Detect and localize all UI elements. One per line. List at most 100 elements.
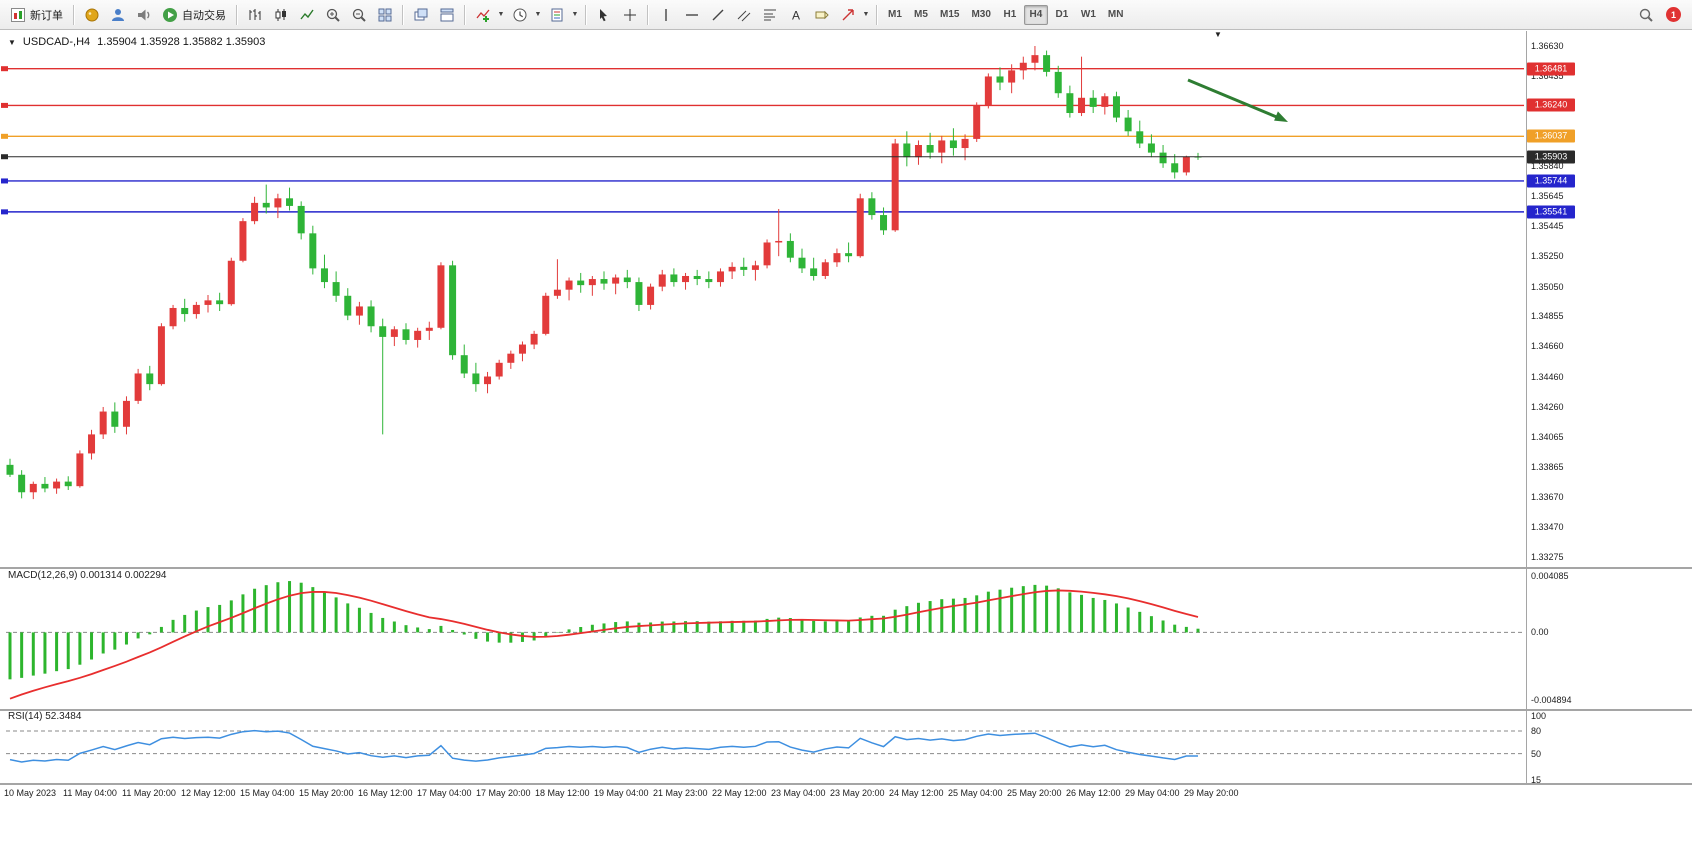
templates-button[interactable] xyxy=(544,3,569,27)
collapse-icon[interactable]: ▼ xyxy=(8,37,16,47)
candle-body xyxy=(320,268,328,283)
panel-separator-rsi[interactable] xyxy=(0,709,1692,711)
candle-body xyxy=(530,333,538,345)
line-chart-button[interactable] xyxy=(294,3,319,27)
toolbar-separator xyxy=(464,4,465,25)
candle-body xyxy=(495,362,503,377)
price-axis-label: 1.33470 xyxy=(1531,522,1564,533)
time-axis-label: 26 May 12:00 xyxy=(1066,788,1121,798)
candle-body xyxy=(880,215,888,231)
toolbar-separator xyxy=(402,4,403,25)
chart-title: ▼ USDCAD-,H4 1.35904 1.35928 1.35882 1.3… xyxy=(8,36,265,48)
price-axis-label: 1.34855 xyxy=(1531,311,1564,322)
zoom-in-button[interactable] xyxy=(320,3,345,27)
hline-left-marker xyxy=(1,154,8,160)
timeframe-button-m1[interactable]: M1 xyxy=(888,9,902,20)
timeframe-button-h4[interactable]: H4 xyxy=(1023,4,1048,25)
symbol-period-label: USDCAD-,H4 xyxy=(22,36,91,48)
crosshair-button[interactable] xyxy=(617,3,642,27)
candlestick-chart-button[interactable] xyxy=(268,3,293,27)
cursor-button[interactable] xyxy=(591,3,616,27)
candle-body xyxy=(1171,163,1179,173)
candlestick-chart-icon xyxy=(275,8,286,21)
timeframe-button-h1[interactable]: H1 xyxy=(1003,9,1017,20)
toolbar-right-group: 1 xyxy=(1633,3,1687,27)
panel-separator-timeaxis[interactable] xyxy=(0,783,1692,785)
zoom-in-icon xyxy=(326,8,340,22)
time-axis-label: 16 May 12:00 xyxy=(358,788,413,798)
timeframe-button-m5[interactable]: M5 xyxy=(914,9,928,20)
time-axis-label: 21 May 23:00 xyxy=(653,788,708,798)
arrows-dropdown-caret[interactable]: ▼ xyxy=(862,11,870,18)
vertical-line-button[interactable] xyxy=(653,3,678,27)
macd-axis-label: -0.004894 xyxy=(1531,695,1572,705)
candle-body xyxy=(670,274,678,283)
cascade-windows-button[interactable] xyxy=(434,3,459,27)
candle-body xyxy=(390,329,398,337)
candle-body xyxy=(262,202,270,208)
arrange-windows-icon xyxy=(414,8,427,20)
vertical-line-icon xyxy=(664,8,667,21)
notification-badge[interactable]: 1 xyxy=(1666,7,1681,22)
zoom-out-button[interactable] xyxy=(346,3,371,27)
time-axis[interactable]: 10 May 2023 11 May 04:00 11 May 20:00 12 Ma… xyxy=(0,788,1692,802)
timeframe-button-mn[interactable]: MN xyxy=(1107,9,1124,20)
candle-body xyxy=(716,271,724,283)
templates-dropdown-caret[interactable]: ▼ xyxy=(571,11,579,18)
periods-dropdown-caret[interactable]: ▼ xyxy=(534,11,542,18)
fibonacci-button[interactable] xyxy=(757,3,782,27)
time-axis-label: 15 May 04:00 xyxy=(240,788,295,798)
price-axis-label: 1.33865 xyxy=(1531,462,1564,473)
arrange-windows-button[interactable] xyxy=(408,3,433,27)
periods-button[interactable] xyxy=(507,3,532,27)
candle-body xyxy=(1136,131,1144,144)
price-badge: 1.35744 xyxy=(1527,174,1575,188)
horizontal-line-icon xyxy=(685,13,698,16)
candle-body xyxy=(251,202,259,222)
timeframe-button-d1[interactable]: D1 xyxy=(1055,9,1069,20)
candle-body xyxy=(355,306,363,316)
indicators-button[interactable] xyxy=(470,3,495,27)
chart-profile-button[interactable] xyxy=(79,3,104,27)
trendline-button[interactable] xyxy=(705,3,730,27)
candle-body xyxy=(204,300,212,305)
label-tool-button[interactable] xyxy=(809,3,834,27)
timeframe-button-w1[interactable]: W1 xyxy=(1080,9,1096,20)
timeframe-button-m15[interactable]: M15 xyxy=(940,9,960,20)
channel-button[interactable] xyxy=(731,3,756,27)
candle-body xyxy=(1089,97,1097,107)
cascade-windows-icon xyxy=(440,8,453,21)
search-button[interactable] xyxy=(1633,3,1658,27)
new-order-button[interactable]: 新订单 xyxy=(5,3,68,27)
candle-body xyxy=(926,145,934,153)
market-watch-button[interactable] xyxy=(105,3,130,27)
price-axis-label: 1.35840 xyxy=(1531,161,1564,172)
alerts-button[interactable] xyxy=(131,3,156,27)
candle-body xyxy=(239,221,247,261)
candle-body xyxy=(6,464,14,475)
zoom-out-icon xyxy=(352,8,366,22)
time-axis-label: 23 May 04:00 xyxy=(771,788,826,798)
panel-separator-macd[interactable] xyxy=(0,567,1692,569)
ohlc-values: 1.35904 1.35928 1.35882 1.35903 xyxy=(97,36,266,48)
price-axis-label: 1.33670 xyxy=(1531,491,1564,502)
candle-body xyxy=(449,265,457,356)
autotrade-button[interactable]: 自动交易 xyxy=(157,3,231,27)
candle-body xyxy=(647,286,655,305)
horizontal-line-button[interactable] xyxy=(679,3,704,27)
tile-windows-button[interactable] xyxy=(372,3,397,27)
bar-chart-icon xyxy=(249,8,260,20)
bar-chart-button[interactable] xyxy=(242,3,267,27)
chart-shift-marker[interactable]: ▼ xyxy=(1214,30,1222,39)
indicators-dropdown-caret[interactable]: ▼ xyxy=(497,11,505,18)
candle-body xyxy=(984,76,992,106)
palette-icon xyxy=(85,8,98,21)
rsi-axis-label: 100 xyxy=(1531,711,1547,721)
candle-body xyxy=(705,279,713,283)
arrows-tool-button[interactable] xyxy=(835,3,860,27)
text-tool-button[interactable]: A xyxy=(783,3,808,27)
timeframe-button-m30[interactable]: M30 xyxy=(971,9,991,20)
annotation-arrow-line[interactable] xyxy=(1187,78,1280,120)
